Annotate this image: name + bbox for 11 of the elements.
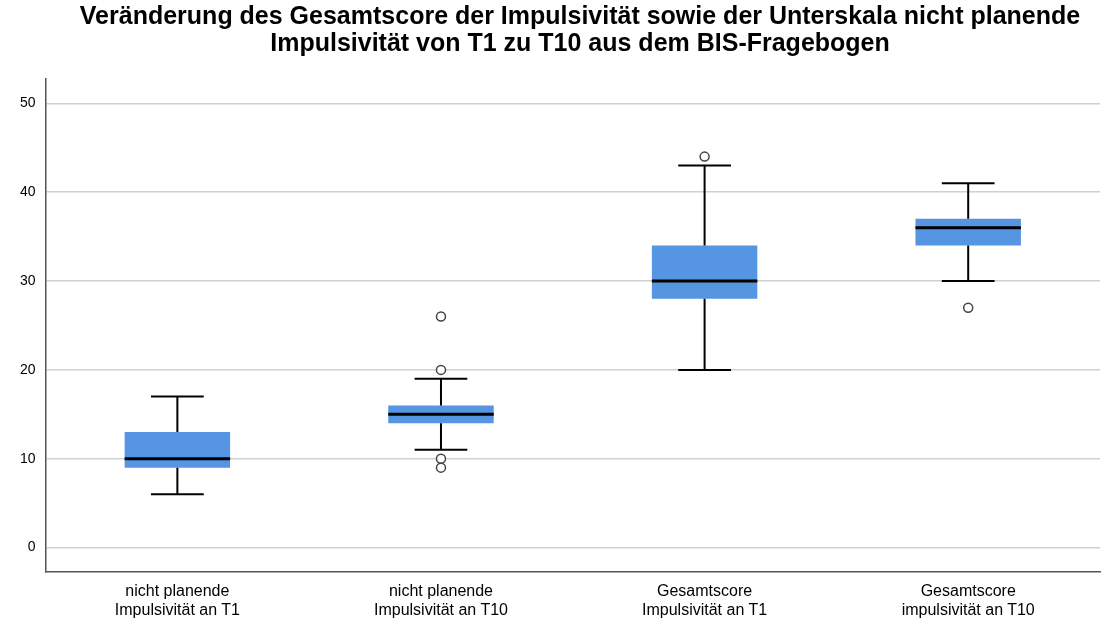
x-tick-label: Gesamtscore impulsivität an T10 [901,581,1035,618]
x-tick-label: nicht planende Impulsivität an T10 [373,581,509,618]
y-tick-label: 10 [19,449,36,466]
x-tick-label: Gesamtscore Impulsivität an T1 [642,581,768,618]
x-tick-label: nicht planende Impulsivität an T1 [114,581,241,618]
y-tick-label: 40 [19,183,36,200]
y-tick-label: 50 [19,94,36,111]
y-tick-label: 0 [27,538,36,555]
chart-title: Veränderung des Gesamtscore der Impulsivität sowie der Unterskala nicht planende Impulsivität von T1 zu T10 aus dem BIS-Fragebogen [78,1,1082,56]
y-tick-label: 30 [19,271,36,288]
y-tick-label: 20 [19,360,36,377]
